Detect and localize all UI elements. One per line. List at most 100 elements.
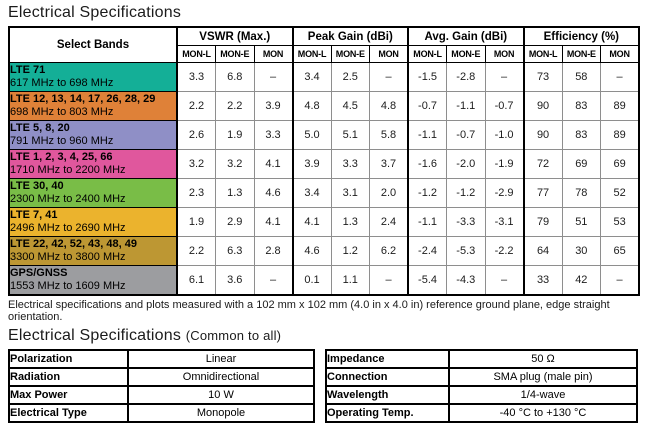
band-frequency-range: 617 MHz to 698 MHz <box>10 77 114 89</box>
value-cell: – <box>484 62 525 92</box>
value-cell: 2.5 <box>330 62 371 92</box>
band-row: LTE 12, 13, 14, 17, 26, 28, 29 698 MHz to… <box>8 91 640 121</box>
common-spec-row: Max Power 10 W <box>8 384 315 405</box>
value-cell: 5.1 <box>330 120 371 150</box>
value-cell: 1.3 <box>215 178 255 208</box>
value-cell: 69 <box>600 149 640 179</box>
value-cell: -2.8 <box>446 62 486 92</box>
value-cell: 79 <box>522 207 563 237</box>
common-spec-row: Polarization Linear <box>8 348 315 369</box>
common-spec-row: Radiation Omnidirectional <box>8 366 315 387</box>
spec-value: Linear <box>127 348 315 369</box>
value-cell: 42 <box>561 265 602 295</box>
spec-header-group-row: Select Bands VSWR (Max.) Peak Gain (dBi) Av… <box>8 26 640 63</box>
spec-value: 10 W <box>127 384 315 405</box>
value-cell: 89 <box>600 91 640 121</box>
band-cell: LTE 22, 42, 52, 43, 48, 49 3300 MHz to 38… <box>8 236 178 266</box>
value-cell: -1.1 <box>407 120 448 150</box>
subcol-header: MON <box>369 45 409 63</box>
value-cell: – <box>369 265 409 295</box>
spec-label: Operating Temp. <box>325 402 450 423</box>
subcol-header: MON <box>253 45 294 63</box>
value-cell: 6.3 <box>215 236 255 266</box>
subcol-header: MON-E <box>561 45 602 63</box>
value-cell: 1.9 <box>215 120 255 150</box>
band-cell: LTE 71 617 MHz to 698 MHz <box>8 62 178 92</box>
group-header-1: Peak Gain (dBi) <box>291 26 409 46</box>
common-specs-table-left: Polarization Linear Radiation Omnidirection… <box>8 348 315 423</box>
band-cell: LTE 30, 40 2300 MHz to 2400 MHz <box>8 178 178 208</box>
value-cell: -1.9 <box>484 149 525 179</box>
value-cell: 1.2 <box>330 236 371 266</box>
spec-label: Connection <box>325 366 450 387</box>
band-cell: LTE 7, 41 2496 MHz to 2690 MHz <box>8 207 178 237</box>
value-cell: -1.6 <box>407 149 448 179</box>
value-cell: 2.6 <box>176 120 216 150</box>
spec-value: 1/4-wave <box>448 384 638 405</box>
measurement-footnote: Electrical specifications and plots meas… <box>8 298 610 323</box>
spec-label: Wavelength <box>325 384 450 405</box>
value-cell: 2.3 <box>176 178 216 208</box>
value-cell: -1.1 <box>407 207 448 237</box>
subcol-header: MON <box>600 45 640 63</box>
common-specs-table-right: Impedance 50 Ω Connection SMA plug (male pi… <box>325 348 638 423</box>
spec-value: -40 °C to +130 °C <box>448 402 638 423</box>
value-cell: 33 <box>522 265 563 295</box>
value-cell: 2.0 <box>369 178 409 208</box>
common-spec-row: Operating Temp. -40 °C to +130 °C <box>325 402 638 423</box>
band-frequency-range: 791 MHz to 960 MHz <box>10 135 114 147</box>
band-row: LTE 1, 2, 3, 4, 25, 66 1710 MHz to 2200 M… <box>8 149 640 179</box>
subcol-header: MON-E <box>330 45 371 63</box>
value-cell: 6.1 <box>176 265 216 295</box>
value-cell: 1.3 <box>330 207 371 237</box>
spec-label: Electrical Type <box>8 402 129 423</box>
value-cell: 0.1 <box>291 265 332 295</box>
value-cell: – <box>600 62 640 92</box>
common-spec-row: Impedance 50 Ω <box>325 348 638 369</box>
band-frequency-range: 698 MHz to 803 MHz <box>10 106 114 118</box>
select-bands-header: Select Bands <box>8 26 178 63</box>
spec-label: Polarization <box>8 348 129 369</box>
value-cell: -0.7 <box>446 120 486 150</box>
group-header-3: Efficiency (%) <box>522 26 640 46</box>
common-spec-row: Wavelength 1/4-wave <box>325 384 638 405</box>
value-cell: 1.1 <box>330 265 371 295</box>
subcol-header: MON-L <box>176 45 216 63</box>
value-cell: 5.8 <box>369 120 409 150</box>
value-cell: -1.2 <box>407 178 448 208</box>
value-cell: – <box>253 62 294 92</box>
subcol-header: MON-L <box>522 45 563 63</box>
spec-value: SMA plug (male pin) <box>448 366 638 387</box>
value-cell: 65 <box>600 236 640 266</box>
value-cell: 89 <box>600 120 640 150</box>
value-cell: 2.4 <box>369 207 409 237</box>
band-row: LTE 22, 42, 52, 43, 48, 49 3300 MHz to 38… <box>8 236 640 266</box>
value-cell: – <box>369 62 409 92</box>
spec-value: Monopole <box>127 402 315 423</box>
subcol-header: MON-E <box>446 45 486 63</box>
value-cell: 83 <box>561 120 602 150</box>
value-cell: 4.1 <box>253 149 294 179</box>
band-name: LTE 1, 2, 3, 4, 25, 66 <box>10 150 113 163</box>
common-spec-row: Connection SMA plug (male pin) <box>325 366 638 387</box>
band-cell: LTE 1, 2, 3, 4, 25, 66 1710 MHz to 2200 M… <box>8 149 178 179</box>
value-cell: 3.3 <box>176 62 216 92</box>
spec-label: Impedance <box>325 348 450 369</box>
value-cell: 4.6 <box>253 178 294 208</box>
band-name: LTE 71 <box>10 63 46 76</box>
subcol-header: MON-E <box>215 45 255 63</box>
value-cell: 30 <box>561 236 602 266</box>
group-header-0: VSWR (Max.) <box>176 26 294 46</box>
value-cell: 90 <box>522 120 563 150</box>
value-cell: -0.7 <box>407 91 448 121</box>
subcol-header: MON <box>484 45 525 63</box>
value-cell: 3.7 <box>369 149 409 179</box>
value-cell: 4.6 <box>291 236 332 266</box>
value-cell: -1.5 <box>407 62 448 92</box>
value-cell: -2.4 <box>407 236 448 266</box>
value-cell: 4.1 <box>253 207 294 237</box>
value-cell: 90 <box>522 91 563 121</box>
value-cell: 4.5 <box>330 91 371 121</box>
value-cell: -5.4 <box>407 265 448 295</box>
group-header-2: Avg. Gain (dBi) <box>407 26 525 46</box>
